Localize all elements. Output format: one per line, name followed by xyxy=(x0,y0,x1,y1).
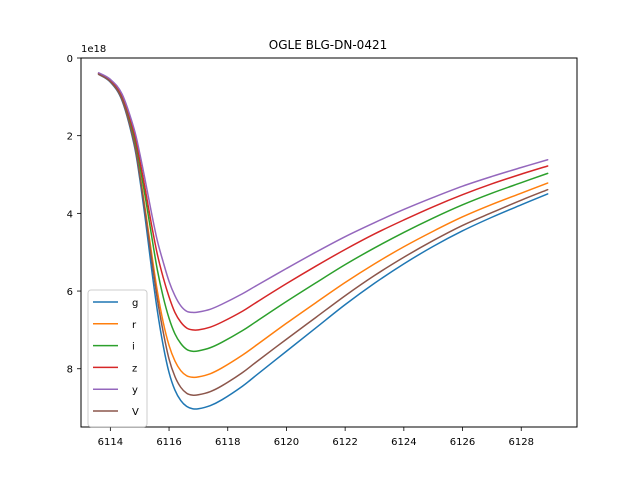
legend-label-g: g xyxy=(132,298,138,309)
legend-label-i: i xyxy=(132,342,135,353)
series-line-i xyxy=(97,72,549,353)
y-tick-label: 0 xyxy=(67,54,73,65)
y-axis-offset-label: 1e18 xyxy=(81,44,106,55)
plot-area xyxy=(97,72,549,410)
x-tick-label: 6124 xyxy=(391,437,416,448)
y-tick-label: 4 xyxy=(67,209,73,220)
series-line-z xyxy=(97,72,549,331)
series-line-y xyxy=(97,72,549,314)
legend-label-V: V xyxy=(132,407,139,418)
y-tick-label: 6 xyxy=(67,287,73,298)
x-tick-label: 6128 xyxy=(509,437,534,448)
x-tick-label: 6116 xyxy=(156,437,181,448)
legend-label-z: z xyxy=(132,363,137,374)
x-tick-label: 6126 xyxy=(450,437,475,448)
x-tick-label: 6118 xyxy=(215,437,240,448)
x-tick-label: 6122 xyxy=(332,437,357,448)
x-axis: 6114 6116 6118 6120 6122 6124 6126 6128 xyxy=(98,427,534,448)
y-tick-label: 8 xyxy=(67,365,73,376)
x-tick-label: 6120 xyxy=(274,437,299,448)
x-tick-label: 6114 xyxy=(98,437,123,448)
legend-label-y: y xyxy=(132,385,138,396)
y-axis: 0 2 4 6 8 xyxy=(67,54,81,376)
y-tick-label: 2 xyxy=(67,132,73,143)
legend-label-r: r xyxy=(132,320,137,331)
series-line-V xyxy=(97,73,549,397)
axes-frame xyxy=(80,57,578,428)
chart-title: OGLE BLG-DN-0421 xyxy=(269,38,387,52)
